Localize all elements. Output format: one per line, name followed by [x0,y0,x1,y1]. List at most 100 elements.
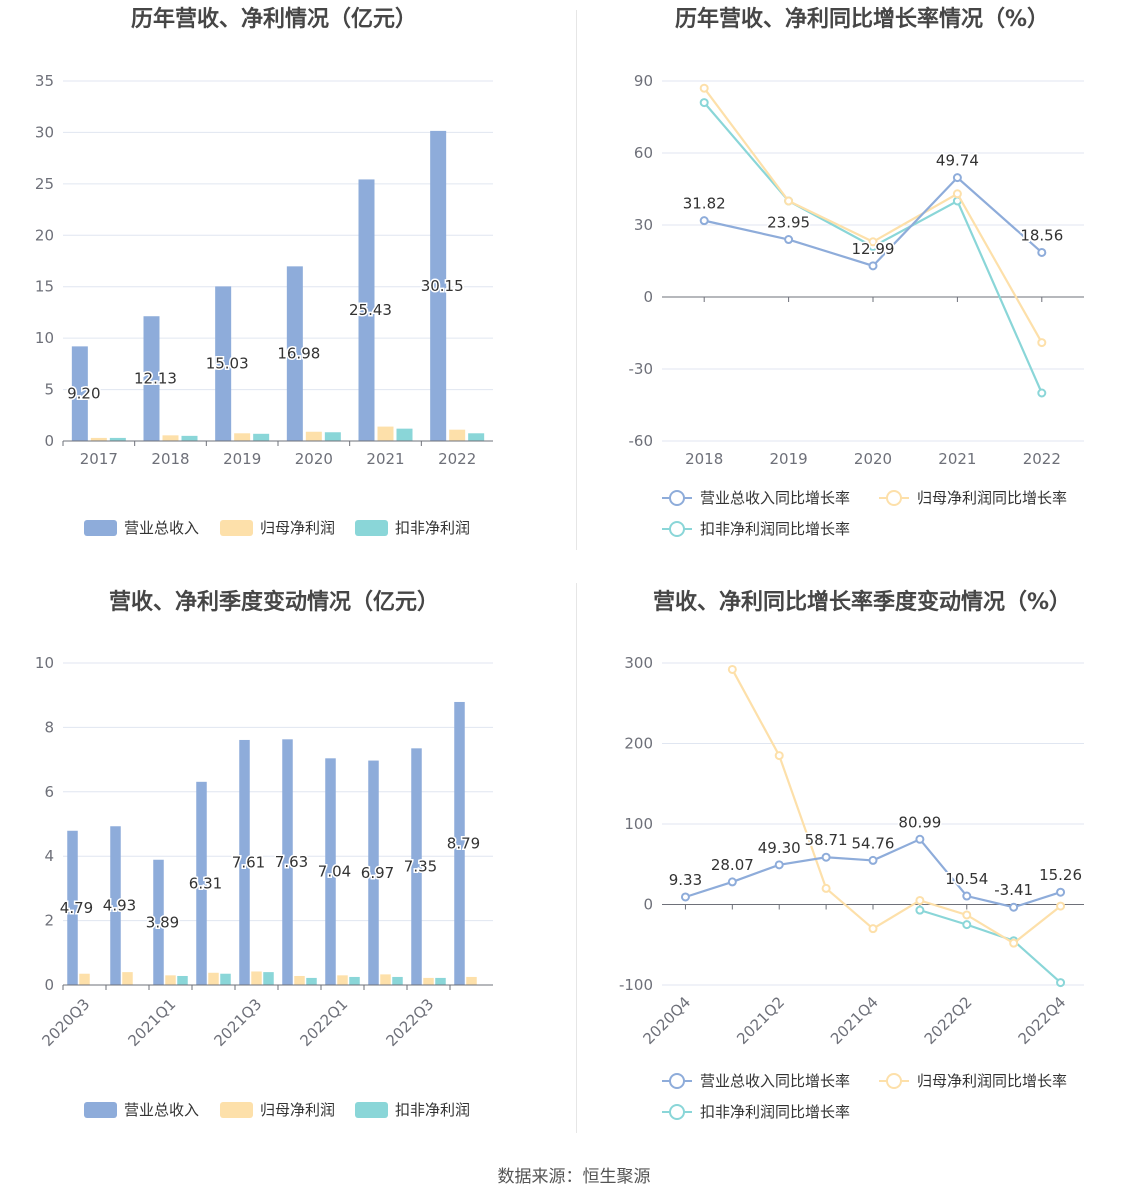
legend-label: 营业总收入 [124,519,199,537]
bar-deducted-profit [177,975,188,985]
bar-net-profit [449,429,466,441]
x-tick-label: 2021Q1 [125,995,180,1050]
legend-swatch [355,520,388,536]
data-point [699,83,709,93]
x-tick-label: 2021Q3 [211,995,266,1050]
data-label: 7.63 [275,853,308,871]
y-tick-label: 0 [44,432,54,450]
chart-svg: 营收、净利同比增长率季度变动情况（%） -100 0 100 200 300 2020Q4 2… [619,589,1084,1121]
legend-label: 归母净利润同比增长率 [917,1072,1067,1090]
bar-revenue [282,739,293,985]
legend-marker [669,1073,685,1089]
data-label: 6.31 [189,874,222,892]
bar-net-profit [208,972,219,985]
x-tick-label: 2021 [366,450,404,468]
y-tick-label: -100 [619,976,653,994]
chart-svg: 营收、净利季度变动情况（亿元） 0 2 4 6 8 10 2020Q3 2021Q1 2021Q3… [35,589,493,1119]
data-label: 12.13 [134,370,177,388]
y-tick-label: 4 [44,847,54,865]
bar-deducted-profit [306,977,317,985]
legend-swatch [84,1102,117,1118]
data-label: 16.98 [277,345,320,363]
x-tick-label: 2020 [295,450,333,468]
bar-net-profit [90,437,107,441]
chart-title: 历年营收、净利同比增长率情况（%） [675,6,1049,32]
bar-revenue [325,758,336,985]
data-label: 8.79 [447,834,480,852]
data-point [1056,978,1066,988]
bar-net-profit [305,431,322,441]
chart-svg: 历年营收、净利同比增长率情况（%） -60 -30 0 30 60 90 2018 2019 20… [629,6,1084,538]
bar-revenue [286,266,303,441]
bar-revenue [153,859,164,985]
data-label: 7.61 [232,853,265,871]
bar-deducted-profit [181,435,198,441]
x-tick-label: 2022Q3 [383,995,438,1050]
x-tick-label: 2020 [854,450,892,468]
bar-net-profit [251,971,262,985]
y-tick-label: 30 [35,123,54,141]
data-label: 49.30 [758,839,801,857]
bar-revenue [215,286,232,441]
data-point [962,910,972,920]
data-point [1009,902,1019,912]
data-point [952,173,962,183]
bar-deducted-profit [468,433,485,441]
bar-net-profit [234,433,251,441]
data-label: 31.82 [683,195,726,213]
legend-swatch [220,1102,253,1118]
y-tick-label: 10 [35,654,54,672]
bar-net-profit [423,977,434,985]
data-point [952,189,962,199]
data-point [1037,338,1047,348]
data-point [1009,938,1019,948]
bar-revenue [430,130,447,441]
data-point [915,834,925,844]
bar-net-profit [162,435,179,441]
bar-deducted-profit [253,433,270,441]
y-tick-label: -60 [629,432,654,450]
legend-label: 营业总收入同比增长率 [700,489,850,507]
legend-marker [886,490,902,506]
data-label: 7.35 [404,858,437,876]
legend-label: 扣非净利润 [395,519,470,537]
bar-revenue [239,739,250,985]
bar-deducted-profit [392,976,403,985]
data-label: 23.95 [767,214,810,232]
legend-marker [669,490,685,506]
data-point [868,924,878,934]
series-line [731,668,1062,945]
data-point [868,261,878,271]
data-label: 10.54 [945,870,988,888]
data-point [1056,901,1066,911]
y-tick-label: 60 [634,144,653,162]
bar-net-profit [380,974,391,985]
legend-swatch [220,520,253,536]
data-label: 25.43 [349,301,392,319]
data-point [915,895,925,905]
bar-revenue [196,781,207,985]
data-point [774,751,784,761]
legend-label: 扣非净利润同比增长率 [700,520,850,538]
bar-deducted-profit [263,972,274,985]
x-tick-label: 2020Q3 [39,995,94,1050]
data-source: 数据来源：恒生聚源 [497,1167,651,1187]
x-tick-label: 2019 [770,450,808,468]
x-tick-label: 2017 [80,450,118,468]
data-label: 15.26 [1039,866,1082,884]
bar-net-profit [337,975,348,985]
bar-net-profit [377,426,394,441]
y-tick-label: 2 [44,912,54,930]
y-tick-label: 35 [35,72,54,90]
data-label: 9.20 [67,385,100,403]
divider-top [576,10,577,550]
legend-swatch [84,520,117,536]
bar-revenue [358,179,375,442]
data-point [1037,388,1047,398]
data-point [868,237,878,247]
data-point [727,877,737,887]
divider-bottom [576,583,577,1133]
y-tick-label: 6 [44,783,54,801]
bar-deducted-profit [349,976,360,985]
data-point [962,920,972,930]
